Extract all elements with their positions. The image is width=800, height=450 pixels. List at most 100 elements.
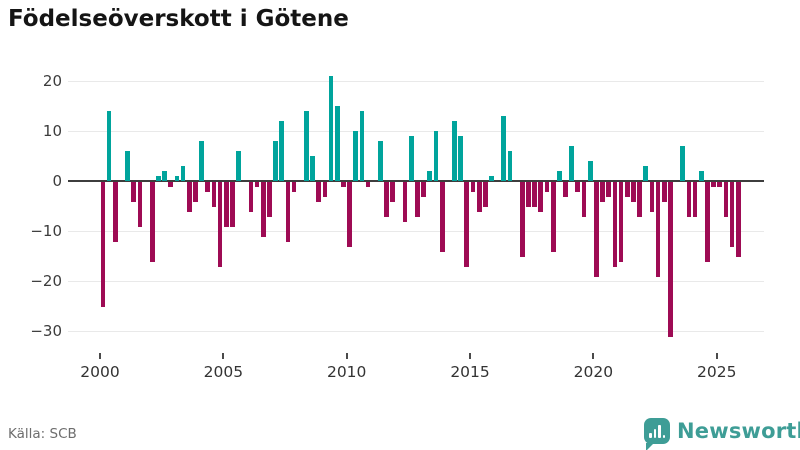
bar-2004Q2: [205, 182, 211, 192]
bar-2007Q1: [273, 141, 278, 181]
bar-2001Q3: [137, 182, 143, 227]
bar-2015Q1: [470, 182, 476, 192]
bar-2010Q1: [347, 182, 352, 247]
bar-2017Q3: [532, 182, 537, 207]
bar-2025Q1: [717, 182, 723, 187]
bar-2011Q2: [378, 141, 383, 181]
bar-2022Q3: [655, 182, 661, 277]
bar-2018Q4: [563, 182, 568, 197]
bar-2013Q1: [421, 182, 426, 197]
bar-2017Q2: [526, 182, 531, 207]
bar-2019Q3: [581, 182, 587, 217]
newsworthy-logo[interactable]: Newsworthy: [644, 416, 800, 450]
gridline: [68, 331, 764, 332]
bar-2009Q3: [334, 106, 340, 181]
bar-2005Q1: [223, 182, 229, 227]
bar-2018Q3: [556, 171, 562, 181]
y-axis-tick-label: −30: [30, 322, 62, 340]
x-axis-year-label: 2000: [80, 363, 120, 381]
bar-2022Q1: [643, 166, 649, 181]
x-axis-year-label: 2005: [203, 363, 244, 381]
bar-2011Q3: [384, 182, 389, 217]
bar-2021Q4: [637, 182, 642, 217]
y-axis-tick-label: −20: [30, 272, 62, 290]
bar-2008Q3: [310, 156, 315, 181]
gridline: [68, 81, 764, 82]
bar-2006Q4: [267, 182, 272, 217]
bar-2024Q4: [711, 182, 716, 187]
bar-2024Q1: [692, 182, 698, 217]
bar-2016Q3: [507, 151, 513, 181]
chart-title: Födelseöverskott i Götene: [8, 6, 349, 32]
zero-baseline: [68, 180, 764, 182]
x-axis-year-label: 2020: [573, 363, 614, 381]
bar-2003Q4: [193, 182, 198, 202]
bar-2002Q2: [156, 176, 161, 181]
bar-2009Q1: [322, 182, 328, 197]
bar-2013Q4: [439, 182, 445, 252]
source-note: Källa: SCB: [8, 426, 77, 442]
bar-2025Q4: [735, 182, 741, 257]
x-axis-year-label: 2025: [697, 363, 737, 381]
gridline: [68, 131, 764, 132]
bar-2004Q3: [211, 182, 217, 207]
bar-2014Q2: [452, 121, 457, 181]
bar-2019Q4: [587, 161, 593, 181]
bar-2021Q3: [631, 182, 636, 202]
bar-chart-pin-icon: [644, 418, 670, 450]
x-axis-tick: [99, 353, 101, 359]
bar-2005Q2: [230, 182, 235, 227]
bar-2004Q1: [199, 141, 204, 181]
gridline: [68, 231, 764, 232]
y-axis-tick-label: 10: [42, 122, 62, 140]
bar-2024Q3: [705, 182, 710, 262]
bar-2003Q3: [186, 182, 192, 212]
bar-2023Q4: [686, 182, 692, 217]
bar-2013Q3: [433, 131, 439, 181]
bar-2020Q3: [606, 182, 612, 197]
bar-2014Q4: [464, 182, 470, 267]
bar-2009Q2: [328, 76, 334, 181]
brand-wordmark: Newsworthy: [677, 419, 800, 443]
bar-2010Q2: [353, 131, 359, 181]
bar-2008Q4: [316, 182, 322, 202]
bar-2001Q1: [125, 151, 130, 181]
bar-2020Q1: [594, 182, 599, 277]
x-axis-year-label: 2010: [326, 363, 367, 381]
x-axis-tick: [222, 353, 225, 359]
bar-2014Q3: [458, 136, 463, 181]
bar-2001Q2: [131, 182, 137, 202]
bar-2021Q2: [624, 182, 630, 197]
bar-2025Q2: [723, 182, 729, 217]
bar-2010Q4: [365, 182, 371, 187]
bar-2019Q1: [569, 146, 575, 181]
bar-2012Q4: [415, 182, 420, 217]
bar-2015Q3: [482, 182, 488, 207]
bar-2000Q3: [112, 182, 118, 242]
bar-2018Q1: [544, 182, 550, 192]
bar-2007Q3: [285, 182, 291, 242]
bar-2000Q1: [100, 182, 106, 307]
mini-bars-icon: [649, 423, 665, 438]
bar-2006Q3: [260, 182, 266, 237]
bar-2018Q2: [550, 182, 556, 252]
bar-2022Q2: [649, 182, 655, 212]
y-axis-tick-label: −10: [30, 222, 62, 240]
bar-2023Q3: [680, 146, 686, 181]
bar-2017Q4: [538, 182, 544, 212]
pin-tail: [646, 443, 654, 450]
bar-2006Q1: [248, 182, 254, 212]
bar-2002Q1: [149, 182, 155, 262]
bar-2017Q1: [519, 182, 525, 257]
bar-2007Q4: [291, 182, 297, 192]
bar-2019Q2: [575, 182, 581, 192]
bar-2002Q3: [162, 171, 167, 181]
bar-2016Q2: [501, 116, 507, 181]
bar-2000Q2: [106, 111, 112, 181]
gridline: [68, 281, 764, 282]
bar-2011Q4: [390, 182, 396, 202]
bar-2008Q2: [304, 111, 309, 181]
bar-2021Q1: [618, 182, 624, 262]
bar-2007Q2: [279, 121, 285, 181]
